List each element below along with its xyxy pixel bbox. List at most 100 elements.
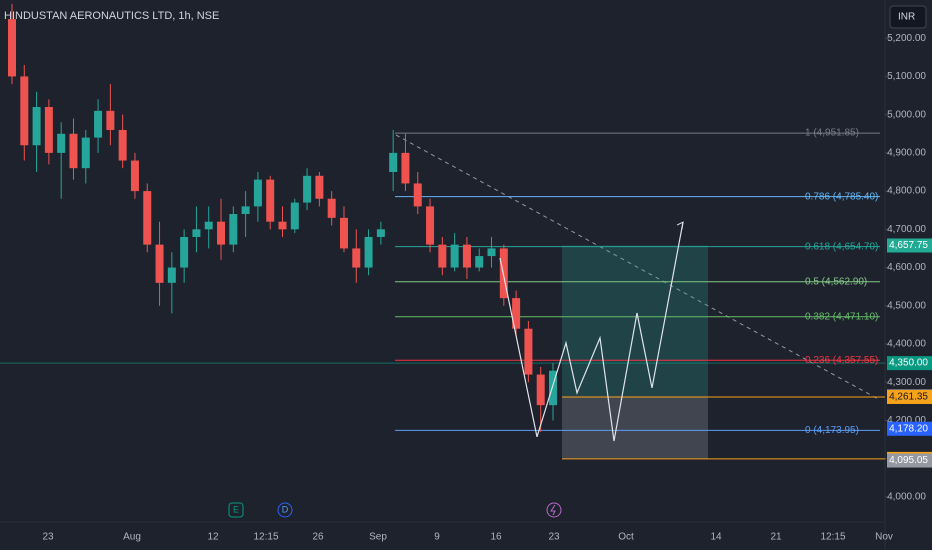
x-tick-label: 21 [770, 532, 782, 543]
currency-box[interactable] [889, 5, 927, 29]
x-tick-label: 12 [207, 532, 219, 543]
candle-body [536, 374, 545, 406]
candle-body [155, 244, 164, 283]
x-tick-label: 12:15 [820, 532, 845, 543]
fib-label: 1 (4,951.85) [805, 128, 859, 139]
candle-body [327, 198, 336, 218]
price-badge [887, 421, 932, 436]
candle-body [401, 152, 410, 184]
candle-body [81, 137, 90, 169]
candle-body [217, 221, 226, 245]
candle-body [438, 244, 447, 268]
candle-body [352, 248, 361, 268]
price-badge [887, 356, 932, 371]
price-badge [887, 389, 932, 404]
fib-label: 0.786 (4,785.40) [805, 191, 878, 202]
candle-body [413, 183, 422, 207]
candle-body [475, 256, 484, 268]
candle-body [303, 175, 312, 203]
candle-body [118, 129, 127, 161]
x-tick-label: 23 [548, 532, 560, 543]
price-badge [887, 238, 932, 253]
price-badge-label: 4,261.35 [889, 392, 928, 403]
candle-body [524, 328, 533, 375]
candle-body [192, 229, 201, 237]
candle-body [180, 236, 189, 268]
icon-letter: D [282, 504, 289, 514]
x-tick-label: 23 [42, 532, 54, 543]
x-tick-label: Sep [369, 532, 387, 543]
event-icon[interactable] [546, 502, 562, 518]
fib-label: 0.618 (4,654.70) [805, 241, 878, 252]
y-tick-label: 4,500.00 [887, 300, 926, 311]
candle-body [204, 221, 213, 230]
x-tick-label: 9 [434, 532, 440, 543]
candle-body [32, 107, 41, 146]
candle-body [278, 221, 287, 230]
x-tick-label: Aug [123, 532, 141, 543]
fib-label: 0.382 (4,471.10) [805, 311, 878, 322]
candle-body [487, 248, 496, 257]
icon-letter: E [233, 504, 239, 514]
y-tick-label: 5,000.00 [887, 109, 926, 120]
x-tick-label: 14 [710, 532, 722, 543]
fib-label: 0 (4,173.95) [805, 425, 859, 436]
y-tick-label: 4,200.00 [887, 415, 926, 426]
candle-body [426, 206, 435, 245]
candle-body [364, 236, 373, 268]
arrow-head [676, 221, 684, 230]
candle-body [130, 160, 139, 192]
candle-body [69, 133, 78, 169]
price-badge-label: 4,657.75 [889, 240, 928, 251]
candle-body [143, 191, 152, 245]
candle-body [94, 110, 103, 138]
fib-label: 0.236 (4,357.55) [805, 355, 878, 366]
earnings-icon[interactable] [228, 502, 244, 518]
lightning [550, 504, 556, 516]
candle-body [8, 19, 16, 77]
candle-body [290, 202, 299, 230]
y-tick-label: 4,000.00 [887, 492, 926, 503]
price-badge-label: 4,350.00 [889, 358, 928, 369]
trend-line [395, 134, 881, 401]
x-tick-label: Oct [618, 532, 634, 543]
y-tick-label: 4,600.00 [887, 262, 926, 273]
y-tick-label: 4,400.00 [887, 339, 926, 350]
candle-body [549, 370, 557, 406]
y-tick-label: 5,100.00 [887, 71, 926, 82]
stop-zone [562, 396, 708, 459]
y-tick-label: 4,700.00 [887, 224, 926, 235]
y-tick-label: 4,800.00 [887, 186, 926, 197]
candle-body [229, 214, 238, 245]
price-badge-label: 4,095.05 [889, 455, 928, 466]
candle-body [339, 217, 348, 249]
candle-body [315, 175, 324, 199]
price-badge-label: 4,178.20 [889, 423, 928, 434]
candle-body [44, 107, 53, 153]
dividend-icon[interactable] [277, 502, 293, 518]
candle-body [450, 244, 459, 268]
chart-title: HINDUSTAN AERONAUTICS LTD, 1h, NSE [4, 10, 219, 22]
currency: INR [898, 12, 915, 23]
x-tick-label: 12:15 [253, 532, 278, 543]
candle-body [266, 179, 275, 222]
y-tick-label: 5,200.00 [887, 33, 926, 44]
candle-body [167, 267, 176, 283]
candle-body [106, 110, 115, 130]
y-tick-label: 4,300.00 [887, 377, 926, 388]
y-tick-label: 4,900.00 [887, 148, 926, 159]
price-badge [887, 453, 932, 468]
candle-body [241, 206, 250, 215]
x-tick-label: 16 [490, 532, 502, 543]
x-tick-label: Nov [875, 532, 893, 543]
candle-body [462, 244, 471, 268]
candle-body [499, 248, 508, 299]
candle-body [512, 298, 521, 329]
candle-body [389, 152, 398, 172]
candle-body [57, 133, 66, 153]
candle-body [253, 179, 262, 207]
projection-path [499, 221, 684, 442]
candle-body [20, 76, 29, 146]
